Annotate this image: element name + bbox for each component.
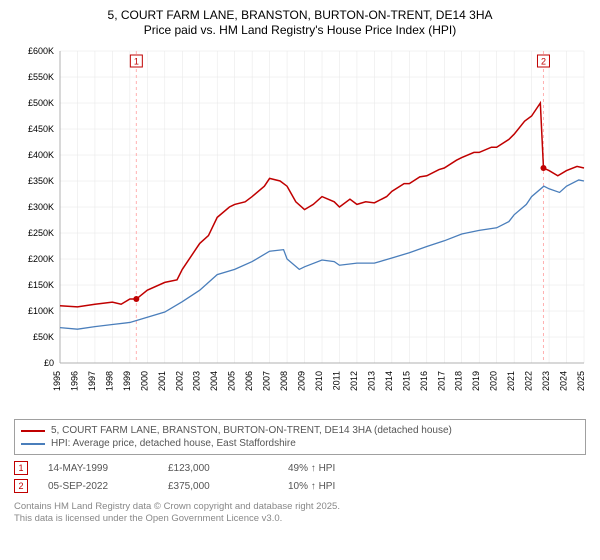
svg-text:2011: 2011 xyxy=(331,371,341,390)
svg-text:2003: 2003 xyxy=(192,371,202,391)
sale-row: 2 05-SEP-2022 £375,000 10% ↑ HPI xyxy=(14,477,586,495)
sale-price: £375,000 xyxy=(168,481,268,492)
svg-text:£200K: £200K xyxy=(28,254,54,264)
price-chart: £0 £50K £100K £150K £200K £250K £300K £350K £400… xyxy=(10,43,590,413)
legend-label: 5, COURT FARM LANE, BRANSTON, BURTON-ON-… xyxy=(51,425,452,436)
svg-text:2001: 2001 xyxy=(157,371,167,391)
svg-text:2018: 2018 xyxy=(454,371,464,391)
footer-line-1: Contains HM Land Registry data © Crown c… xyxy=(14,501,586,513)
sale-price: £123,000 xyxy=(168,463,268,474)
svg-text:2006: 2006 xyxy=(244,371,254,391)
svg-text:1: 1 xyxy=(134,57,139,67)
svg-text:2009: 2009 xyxy=(297,371,307,391)
svg-text:2005: 2005 xyxy=(227,371,237,391)
sale-row-marker: 2 xyxy=(14,479,28,493)
svg-text:2017: 2017 xyxy=(436,371,446,391)
svg-text:2021: 2021 xyxy=(506,371,516,391)
svg-text:1998: 1998 xyxy=(104,371,114,391)
sale-date: 05-SEP-2022 xyxy=(48,481,148,492)
svg-text:£0: £0 xyxy=(44,358,54,368)
svg-text:2002: 2002 xyxy=(174,371,184,391)
legend-swatch xyxy=(21,443,45,445)
legend-row: HPI: Average price, detached house, East… xyxy=(21,437,579,450)
svg-text:2000: 2000 xyxy=(139,371,149,391)
svg-text:2013: 2013 xyxy=(366,371,376,391)
page-subtitle: Price paid vs. HM Land Registry's House … xyxy=(10,23,590,37)
svg-text:£300K: £300K xyxy=(28,202,54,212)
svg-text:£100K: £100K xyxy=(28,306,54,316)
sale-point-2 xyxy=(540,165,546,171)
svg-text:£550K: £550K xyxy=(28,72,54,82)
svg-text:£450K: £450K xyxy=(28,124,54,134)
svg-text:2014: 2014 xyxy=(384,371,394,391)
svg-text:£350K: £350K xyxy=(28,176,54,186)
svg-text:2010: 2010 xyxy=(314,371,324,391)
legend-row: 5, COURT FARM LANE, BRANSTON, BURTON-ON-… xyxy=(21,424,579,437)
svg-text:1997: 1997 xyxy=(87,371,97,391)
sale-row-marker: 1 xyxy=(14,461,28,475)
sale-hpi: 49% ↑ HPI xyxy=(288,463,408,474)
svg-text:2024: 2024 xyxy=(559,371,569,391)
svg-text:2023: 2023 xyxy=(541,371,551,391)
svg-text:£250K: £250K xyxy=(28,228,54,238)
sale-hpi: 10% ↑ HPI xyxy=(288,481,408,492)
svg-text:2015: 2015 xyxy=(401,371,411,391)
svg-text:2007: 2007 xyxy=(262,371,272,391)
svg-text:2004: 2004 xyxy=(209,371,219,391)
sale-row: 1 14-MAY-1999 £123,000 49% ↑ HPI xyxy=(14,459,586,477)
legend-swatch xyxy=(21,430,45,432)
svg-text:1996: 1996 xyxy=(69,371,79,391)
footer-line-2: This data is licensed under the Open Gov… xyxy=(14,513,586,525)
legend-box: 5, COURT FARM LANE, BRANSTON, BURTON-ON-… xyxy=(14,419,586,455)
svg-text:£50K: £50K xyxy=(33,332,54,342)
svg-text:2016: 2016 xyxy=(419,371,429,391)
svg-text:£500K: £500K xyxy=(28,98,54,108)
sales-table: 1 14-MAY-1999 £123,000 49% ↑ HPI 2 05-SEP-202… xyxy=(14,459,586,495)
svg-text:2025: 2025 xyxy=(576,371,586,391)
legend-label: HPI: Average price, detached house, East… xyxy=(51,438,296,449)
svg-text:£400K: £400K xyxy=(28,150,54,160)
svg-text:2: 2 xyxy=(541,57,546,67)
footer-license: Contains HM Land Registry data © Crown c… xyxy=(14,501,586,526)
svg-text:2020: 2020 xyxy=(489,371,499,391)
svg-text:1995: 1995 xyxy=(52,371,62,391)
svg-text:£150K: £150K xyxy=(28,280,54,290)
page-title: 5, COURT FARM LANE, BRANSTON, BURTON-ON-… xyxy=(10,8,590,22)
sale-date: 14-MAY-1999 xyxy=(48,463,148,474)
sale-point-1 xyxy=(133,296,139,302)
svg-text:1999: 1999 xyxy=(122,371,132,391)
svg-text:2022: 2022 xyxy=(524,371,534,391)
svg-text:2019: 2019 xyxy=(471,371,481,391)
svg-text:2012: 2012 xyxy=(349,371,359,391)
svg-text:2008: 2008 xyxy=(279,371,289,391)
svg-text:£600K: £600K xyxy=(28,46,54,56)
